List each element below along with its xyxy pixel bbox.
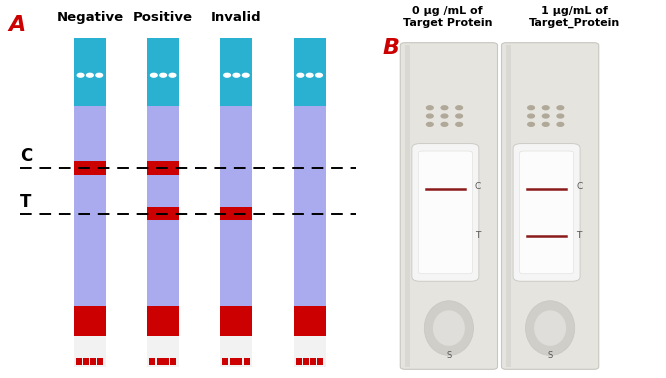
- Bar: [484, 274, 493, 294]
- Text: B: B: [383, 38, 400, 58]
- Bar: [294, 306, 326, 336]
- Text: C: C: [576, 182, 582, 191]
- FancyBboxPatch shape: [400, 43, 498, 369]
- Bar: [220, 336, 252, 367]
- Text: Negative: Negative: [57, 11, 123, 24]
- Text: 0 μg /mL of
Target Protein: 0 μg /mL of Target Protein: [403, 6, 492, 28]
- Ellipse shape: [433, 310, 465, 346]
- FancyBboxPatch shape: [519, 151, 573, 274]
- Text: S: S: [547, 351, 553, 360]
- Bar: [294, 38, 326, 106]
- Bar: [230, 358, 236, 365]
- Bar: [74, 161, 106, 175]
- Bar: [147, 336, 179, 367]
- Bar: [222, 358, 228, 365]
- Circle shape: [527, 122, 534, 126]
- Bar: [147, 161, 179, 175]
- Circle shape: [233, 73, 240, 77]
- Text: T: T: [20, 192, 31, 211]
- Bar: [147, 106, 179, 306]
- Circle shape: [456, 106, 462, 110]
- Circle shape: [96, 73, 103, 77]
- FancyBboxPatch shape: [418, 151, 472, 274]
- Circle shape: [426, 122, 433, 126]
- Bar: [76, 358, 82, 365]
- Ellipse shape: [534, 310, 566, 346]
- Bar: [74, 106, 106, 306]
- Bar: [97, 358, 103, 365]
- Bar: [236, 358, 242, 365]
- Text: Positive: Positive: [133, 11, 193, 24]
- Circle shape: [151, 73, 157, 77]
- Bar: [220, 106, 252, 306]
- Bar: [506, 274, 515, 294]
- Circle shape: [542, 106, 549, 110]
- Bar: [585, 274, 594, 294]
- Bar: [220, 38, 252, 106]
- Bar: [74, 38, 106, 106]
- Bar: [414, 274, 484, 294]
- Circle shape: [426, 114, 433, 118]
- Bar: [149, 358, 155, 365]
- Circle shape: [160, 73, 166, 77]
- FancyBboxPatch shape: [412, 144, 479, 281]
- Text: 1 μg/mL of
Target_Protein: 1 μg/mL of Target_Protein: [528, 6, 620, 28]
- Bar: [83, 358, 89, 365]
- Bar: [74, 306, 106, 336]
- Bar: [170, 358, 176, 365]
- Circle shape: [456, 122, 462, 126]
- Bar: [294, 106, 326, 306]
- Circle shape: [306, 73, 313, 77]
- Bar: [220, 306, 252, 336]
- Circle shape: [527, 106, 534, 110]
- FancyBboxPatch shape: [501, 43, 599, 369]
- Bar: [303, 358, 309, 365]
- Text: S: S: [446, 351, 452, 360]
- Ellipse shape: [525, 301, 575, 355]
- Bar: [244, 358, 250, 365]
- Text: C: C: [20, 147, 32, 165]
- Bar: [74, 336, 106, 367]
- Bar: [405, 274, 414, 294]
- Bar: [310, 358, 316, 365]
- Circle shape: [557, 114, 563, 118]
- Circle shape: [87, 73, 93, 77]
- Circle shape: [557, 122, 563, 126]
- Circle shape: [224, 73, 230, 77]
- Circle shape: [557, 106, 563, 110]
- Bar: [157, 358, 163, 365]
- Circle shape: [77, 73, 84, 77]
- Bar: [147, 38, 179, 106]
- Bar: [296, 358, 302, 365]
- Text: T: T: [475, 231, 480, 240]
- Bar: [515, 274, 585, 294]
- Bar: [317, 358, 323, 365]
- Text: Invalid: Invalid: [211, 11, 262, 24]
- Bar: [506, 45, 511, 367]
- Bar: [147, 207, 179, 220]
- Circle shape: [242, 73, 249, 77]
- Bar: [405, 45, 410, 367]
- Circle shape: [297, 73, 304, 77]
- Bar: [147, 306, 179, 336]
- Circle shape: [441, 122, 448, 126]
- Circle shape: [456, 114, 462, 118]
- Text: C: C: [475, 182, 481, 191]
- FancyBboxPatch shape: [513, 144, 580, 281]
- Bar: [163, 358, 169, 365]
- Circle shape: [316, 73, 322, 77]
- Circle shape: [426, 106, 433, 110]
- Circle shape: [441, 106, 448, 110]
- Bar: [90, 358, 96, 365]
- Circle shape: [527, 114, 534, 118]
- Circle shape: [441, 114, 448, 118]
- Bar: [294, 336, 326, 367]
- Circle shape: [542, 114, 549, 118]
- Ellipse shape: [424, 301, 474, 355]
- Text: A: A: [8, 15, 25, 35]
- Circle shape: [169, 73, 176, 77]
- Circle shape: [542, 122, 549, 126]
- Bar: [220, 207, 252, 220]
- Text: T: T: [576, 231, 581, 240]
